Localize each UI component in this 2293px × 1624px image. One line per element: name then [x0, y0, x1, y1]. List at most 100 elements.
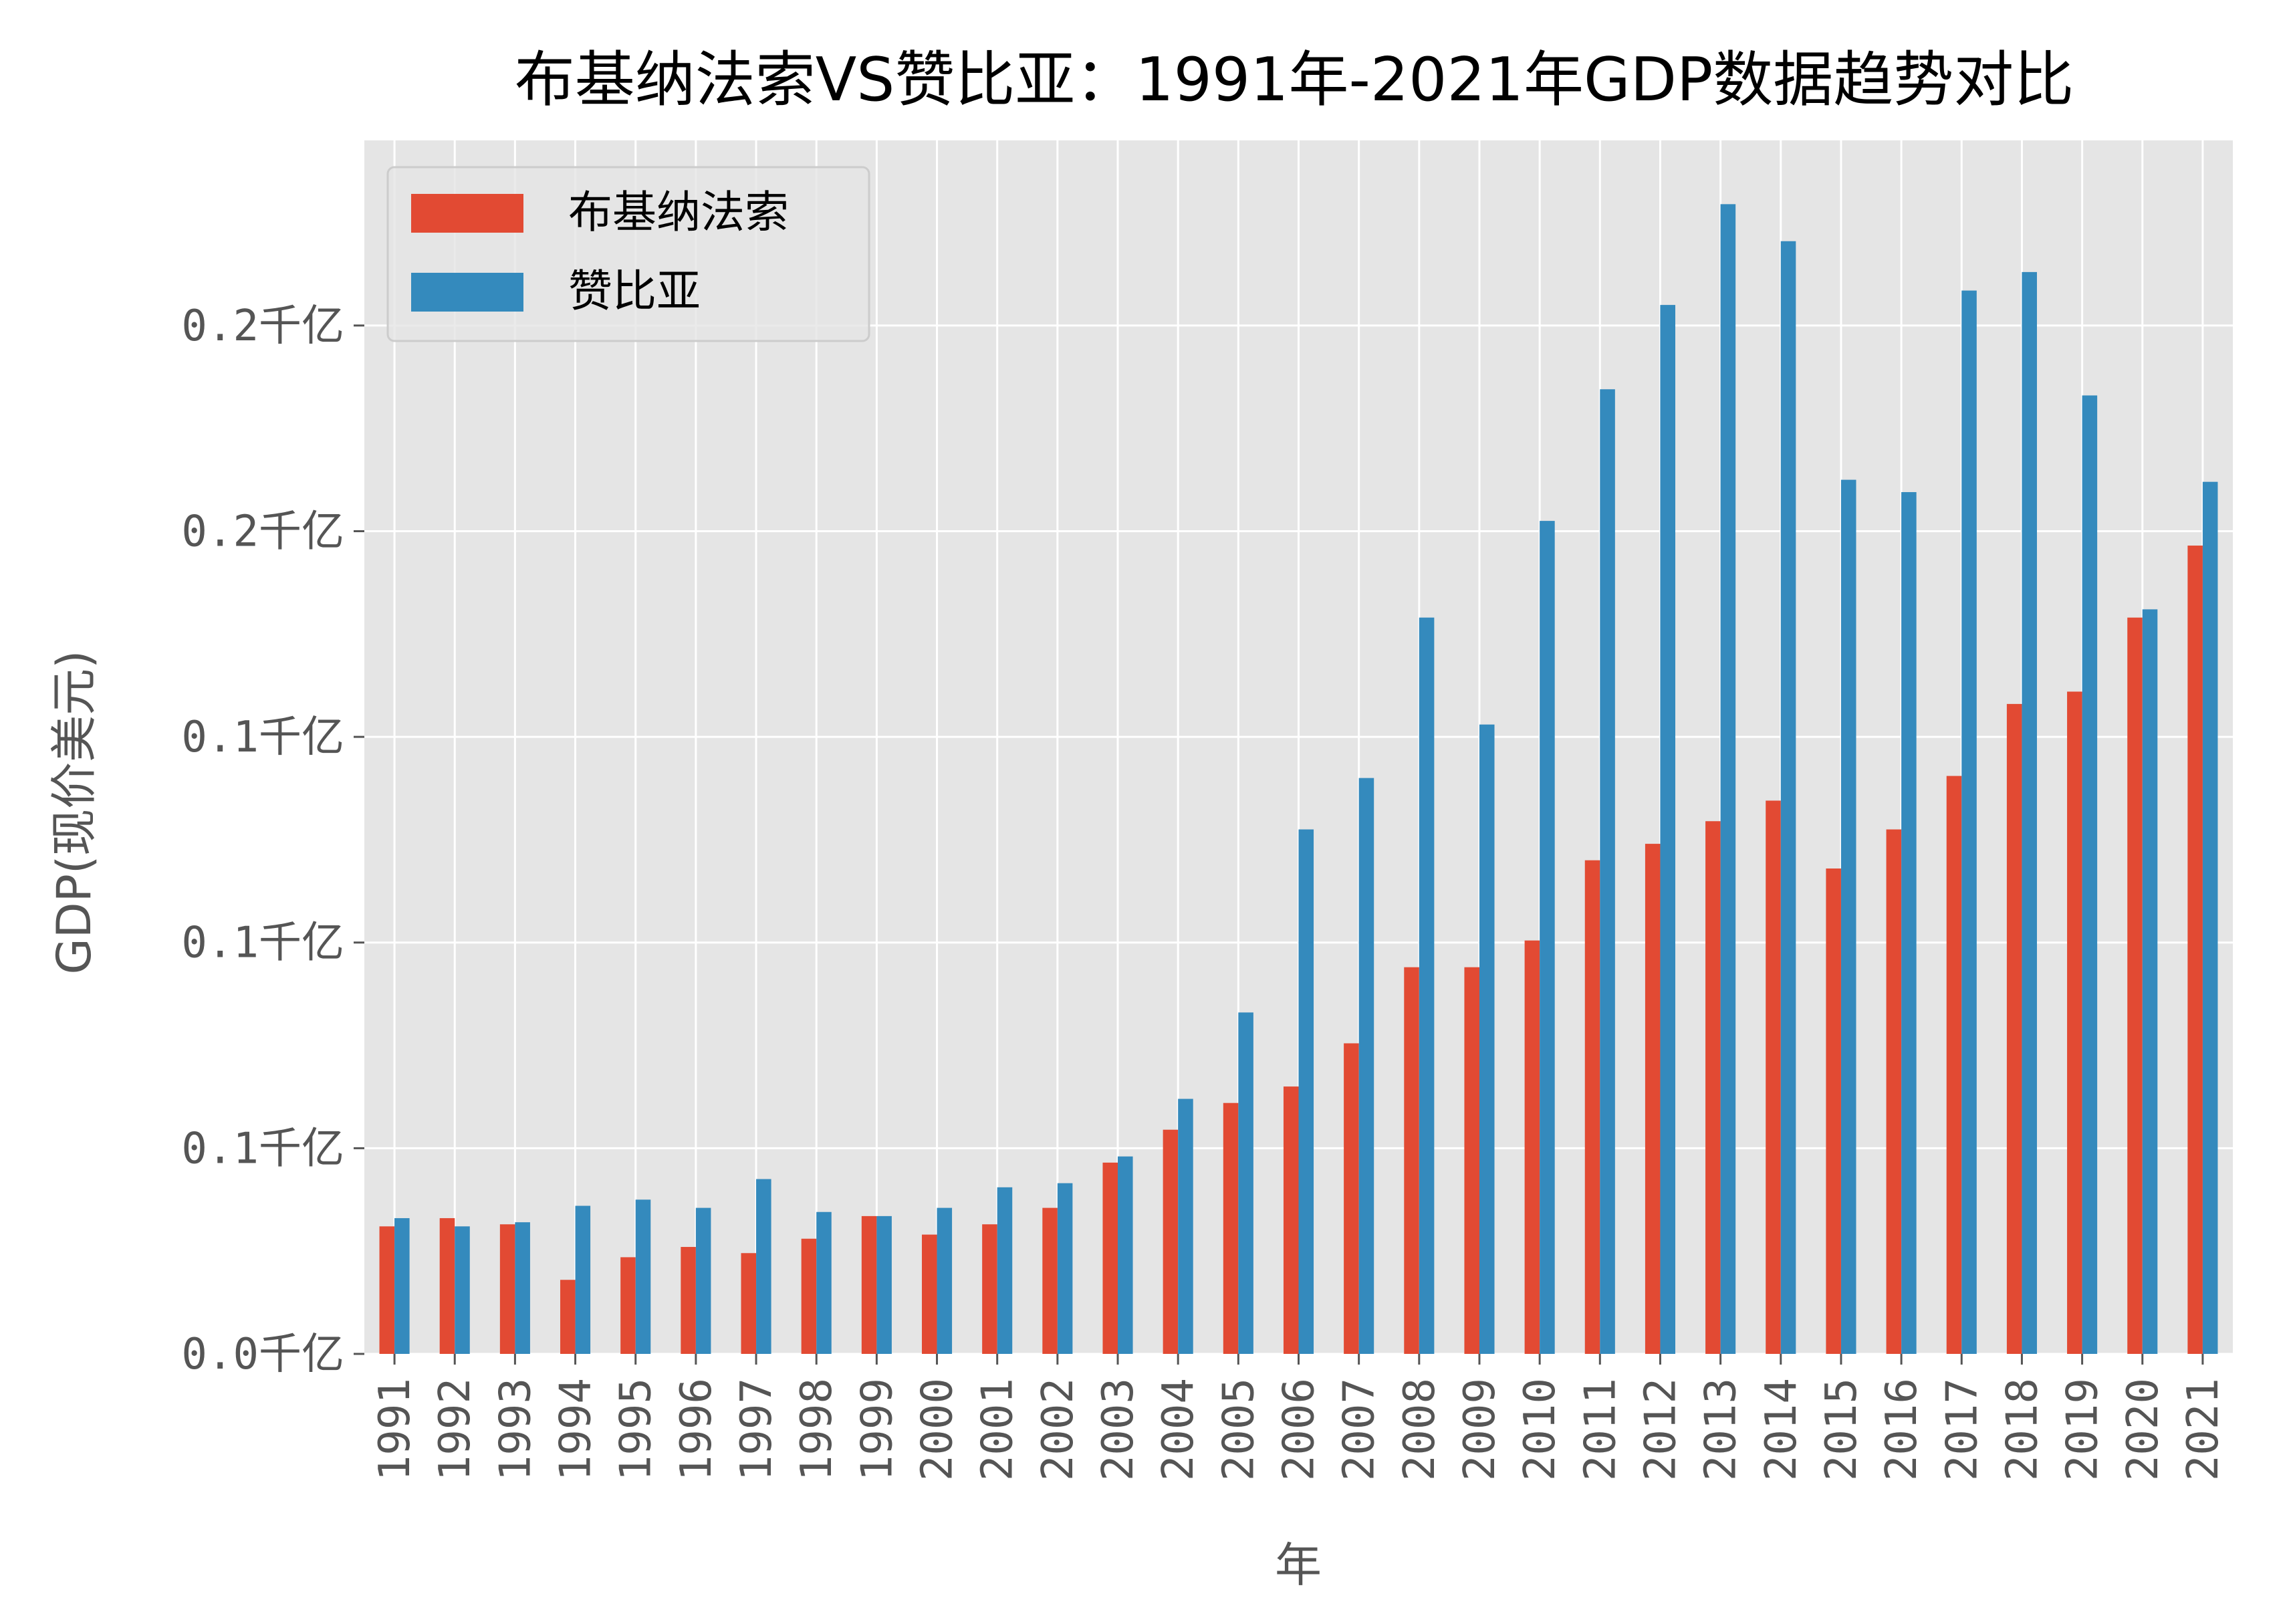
bar	[982, 1224, 997, 1354]
x-tick-label: 2013	[1697, 1378, 1746, 1481]
bar	[861, 1215, 877, 1354]
x-tick-label: 1996	[672, 1378, 721, 1481]
bar	[816, 1211, 832, 1354]
y-tick-label: 0.0千亿	[181, 1330, 344, 1379]
bar	[1901, 492, 1917, 1354]
bars	[379, 204, 2218, 1355]
x-tick-label: 2012	[1636, 1378, 1685, 1481]
bar	[1057, 1183, 1073, 1354]
bar	[1840, 479, 1856, 1354]
bar	[1178, 1098, 1193, 1354]
x-tick-label: 2004	[1154, 1378, 1203, 1481]
x-tick-label: 1995	[612, 1378, 661, 1481]
bar	[1419, 617, 1435, 1355]
bar	[2006, 703, 2022, 1354]
x-tick-label: 2001	[973, 1378, 1023, 1481]
y-axis-label: GDP(现价美元)	[47, 651, 102, 975]
bar	[1584, 860, 1600, 1354]
bar	[741, 1253, 757, 1354]
x-tick-label: 1994	[552, 1378, 601, 1481]
bar	[1102, 1162, 1118, 1354]
x-tick-label: 2017	[1937, 1378, 1987, 1481]
bar	[1780, 241, 1796, 1354]
bar	[801, 1238, 817, 1354]
x-tick-label: 2003	[1094, 1378, 1143, 1481]
bar	[1479, 724, 1495, 1354]
bar	[1540, 521, 1555, 1355]
bar	[439, 1217, 455, 1354]
bar	[756, 1179, 771, 1354]
x-tick-label: 2000	[913, 1378, 963, 1481]
x-tick-label: 2019	[2058, 1378, 2108, 1481]
bar	[695, 1207, 711, 1354]
x-tick-label: 2006	[1275, 1378, 1324, 1481]
bar	[1720, 204, 1736, 1355]
y-tick-label: 0.1千亿	[181, 919, 344, 968]
bar	[2127, 617, 2143, 1355]
bar	[515, 1222, 530, 1354]
y-tick-label: 0.2千亿	[181, 507, 344, 556]
bar	[635, 1199, 651, 1354]
x-axis-ticks: 1991 1992 1993 1994 1995 1996 1997 1998 1999 2000…	[370, 1354, 2228, 1481]
x-tick-label: 2016	[1877, 1378, 1927, 1481]
bar	[1766, 800, 1781, 1354]
y-tick-label: 0.1千亿	[181, 1124, 344, 1173]
bar	[499, 1224, 515, 1354]
bar	[2202, 481, 2218, 1354]
bar	[575, 1205, 591, 1354]
bar	[1358, 778, 1374, 1354]
bar	[1645, 844, 1661, 1354]
bar	[1042, 1207, 1058, 1354]
x-tick-label: 1997	[732, 1378, 781, 1481]
legend-label: 布基纳法索	[568, 187, 789, 238]
x-tick-label: 1993	[491, 1378, 540, 1481]
x-tick-label: 1992	[431, 1378, 480, 1481]
bar	[1298, 829, 1314, 1354]
bar	[1464, 967, 1479, 1354]
x-tick-label: 1999	[852, 1378, 902, 1481]
bar	[2142, 609, 2158, 1354]
bar	[455, 1226, 470, 1354]
x-tick-label: 2018	[1998, 1378, 2047, 1481]
y-tick-label: 0.1千亿	[181, 713, 344, 762]
x-tick-label: 2021	[2179, 1378, 2228, 1481]
bar	[2187, 546, 2203, 1355]
bar	[379, 1226, 395, 1354]
bar	[1118, 1156, 1133, 1354]
bar	[876, 1215, 892, 1354]
bar	[1404, 967, 1419, 1354]
x-axis-label: 年	[1275, 1538, 1322, 1593]
x-tick-label: 2009	[1455, 1378, 1505, 1481]
bar	[2067, 691, 2082, 1354]
x-tick-label: 2014	[1757, 1378, 1806, 1481]
bar	[620, 1257, 636, 1354]
bar	[1223, 1103, 1239, 1354]
legend-label: 赞比亚	[568, 265, 701, 317]
x-tick-label: 2015	[1817, 1378, 1866, 1481]
bar	[560, 1280, 576, 1354]
bar	[1660, 305, 1676, 1354]
bar	[997, 1187, 1013, 1354]
bar	[1826, 868, 1841, 1354]
bar	[921, 1234, 937, 1354]
x-tick-label: 1991	[370, 1378, 420, 1481]
bar	[1886, 829, 1902, 1354]
bar	[2082, 395, 2098, 1354]
bar	[937, 1207, 953, 1354]
bar	[1344, 1043, 1359, 1354]
legend-swatch	[411, 273, 523, 312]
bar	[1705, 821, 1721, 1354]
x-tick-label: 2008	[1395, 1378, 1445, 1481]
x-tick-label: 2020	[2119, 1378, 2168, 1481]
bar	[681, 1247, 696, 1354]
legend-swatch	[411, 194, 523, 233]
y-axis-ticks: 0.0千亿 0.1千亿 0.1千亿 0.1千亿 0.2千亿 0.2千亿	[181, 302, 364, 1379]
bar	[1283, 1086, 1299, 1354]
bar	[1600, 389, 1615, 1355]
bar	[2022, 271, 2037, 1354]
x-tick-label: 1998	[792, 1378, 842, 1481]
x-tick-label: 2011	[1576, 1378, 1625, 1481]
x-tick-label: 2005	[1214, 1378, 1263, 1481]
